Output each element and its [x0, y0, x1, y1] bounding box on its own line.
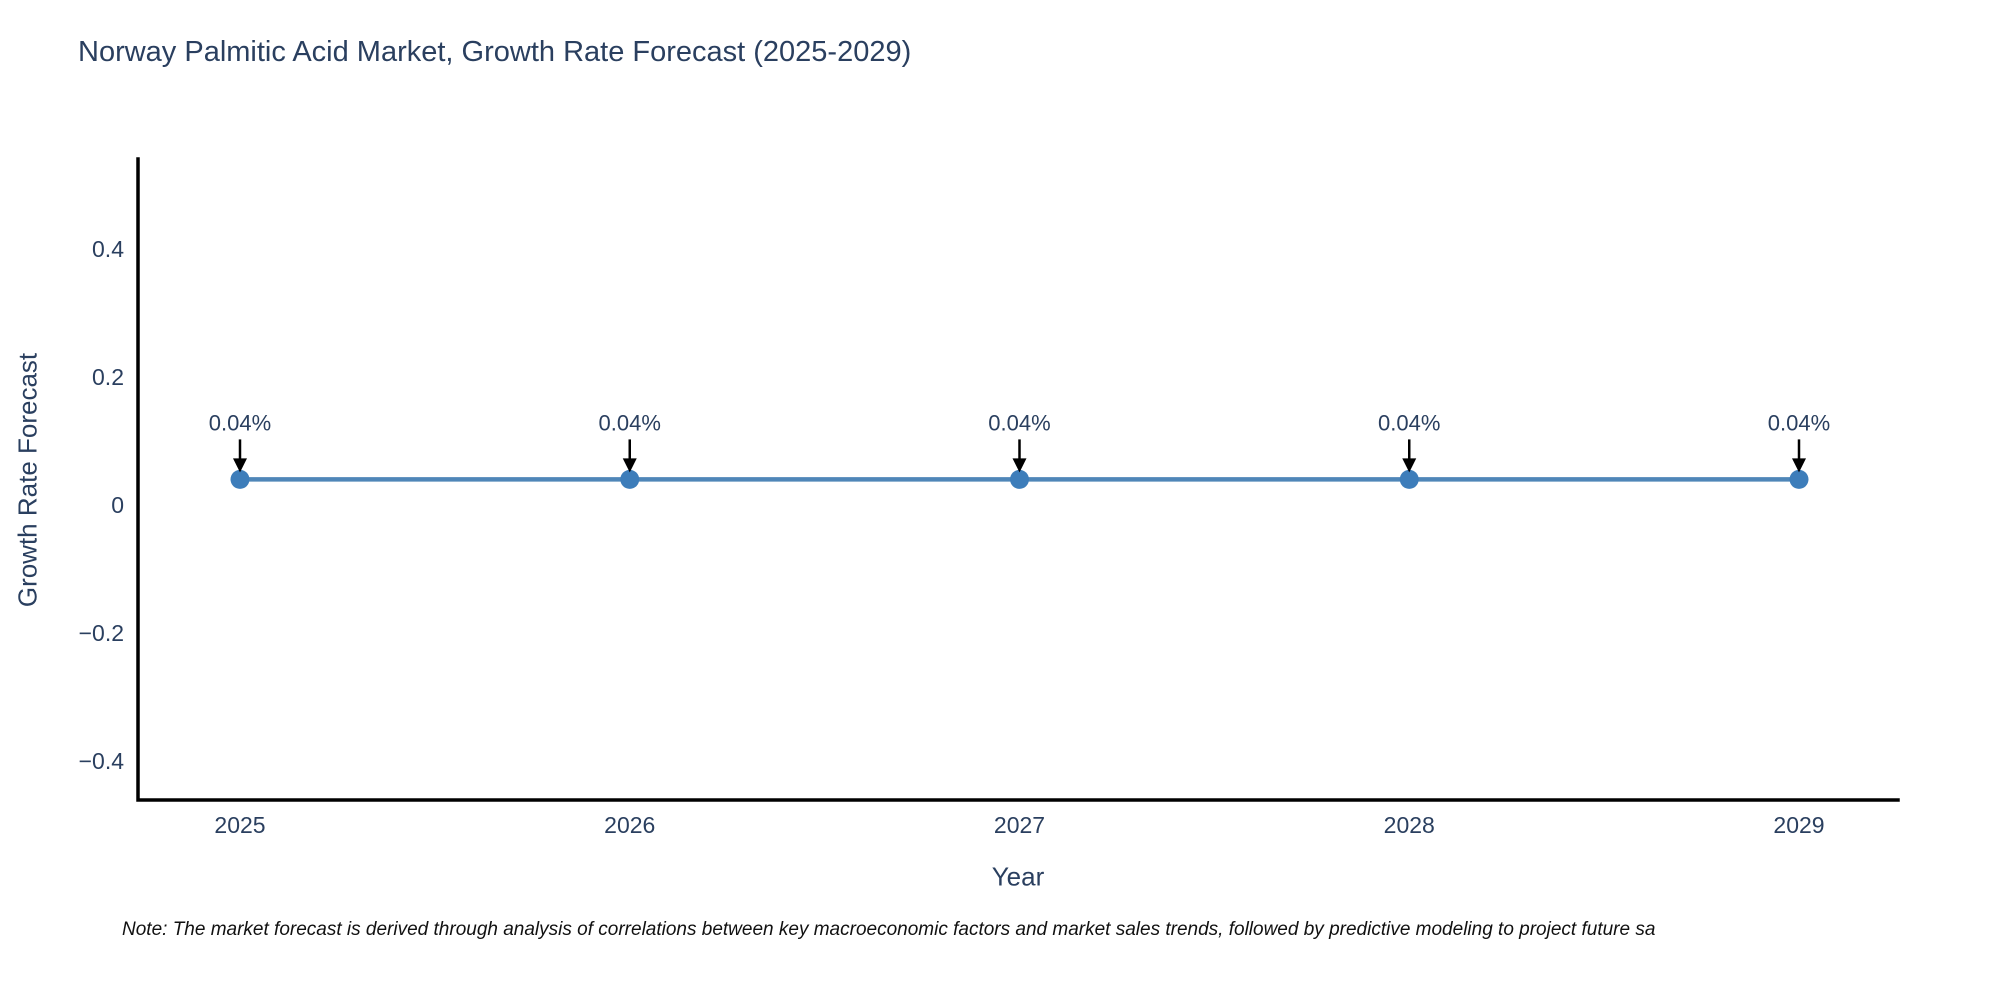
annotation-arrowhead-icon — [1012, 458, 1027, 473]
annotation-label: 0.04% — [209, 410, 271, 435]
annotation-arrowhead-icon — [1402, 458, 1417, 473]
y-tick-label: −0.4 — [79, 748, 125, 774]
y-tick-label: 0.4 — [92, 236, 124, 262]
x-tick-label: 2027 — [994, 812, 1045, 838]
data-point-marker[interactable] — [230, 469, 250, 489]
x-tick-label: 2029 — [1773, 812, 1824, 838]
annotation-label: 0.04% — [988, 410, 1050, 435]
x-tick-label: 2028 — [1384, 812, 1435, 838]
y-tick-label: −0.2 — [79, 620, 124, 646]
annotation-label: 0.04% — [1378, 410, 1440, 435]
methodology-footnote: Note: The market forecast is derived thr… — [122, 919, 1656, 940]
annotation-arrowhead-icon — [1792, 458, 1806, 473]
chart-title: Norway Palmitic Acid Market, Growth Rate… — [78, 36, 912, 68]
annotation-label: 0.04% — [599, 410, 661, 435]
data-point-marker[interactable] — [620, 469, 640, 489]
axis-lines — [136, 157, 1900, 802]
annotation-arrowhead-icon — [233, 458, 247, 473]
data-point-marker[interactable] — [1010, 469, 1029, 489]
annotation-label: 0.04% — [1768, 410, 1830, 435]
data-point-marker[interactable] — [1789, 469, 1809, 489]
x-tick-label: 2026 — [604, 812, 655, 838]
x-tick-label: 2025 — [214, 812, 265, 838]
y-tick-label: 0.2 — [92, 364, 124, 390]
data-point-marker[interactable] — [1399, 469, 1419, 489]
x-axis-title: Year — [991, 861, 1045, 892]
annotation-arrowhead-icon — [622, 458, 637, 473]
y-tick-label: 0 — [111, 492, 124, 518]
